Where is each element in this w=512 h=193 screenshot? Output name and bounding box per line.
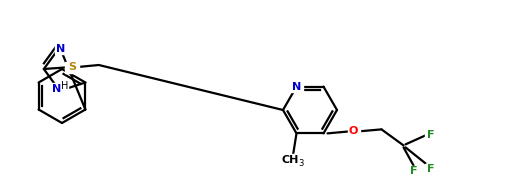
Bar	[55, 44, 67, 54]
Text: N: N	[292, 82, 301, 92]
Text: F: F	[426, 130, 434, 140]
Text: H: H	[61, 81, 69, 91]
Bar	[282, 154, 304, 166]
Bar	[424, 130, 437, 140]
Text: N: N	[56, 44, 66, 54]
Bar	[65, 62, 79, 73]
Bar	[348, 126, 359, 136]
Text: F: F	[426, 164, 434, 174]
Text: 3: 3	[298, 159, 303, 168]
Bar	[424, 164, 437, 174]
Bar	[50, 83, 68, 94]
Text: S: S	[68, 62, 76, 72]
Text: O: O	[349, 126, 358, 136]
Text: CH: CH	[282, 155, 299, 165]
Bar	[408, 166, 419, 176]
Bar	[290, 82, 303, 92]
Text: N: N	[52, 84, 61, 94]
Text: F: F	[410, 166, 417, 176]
